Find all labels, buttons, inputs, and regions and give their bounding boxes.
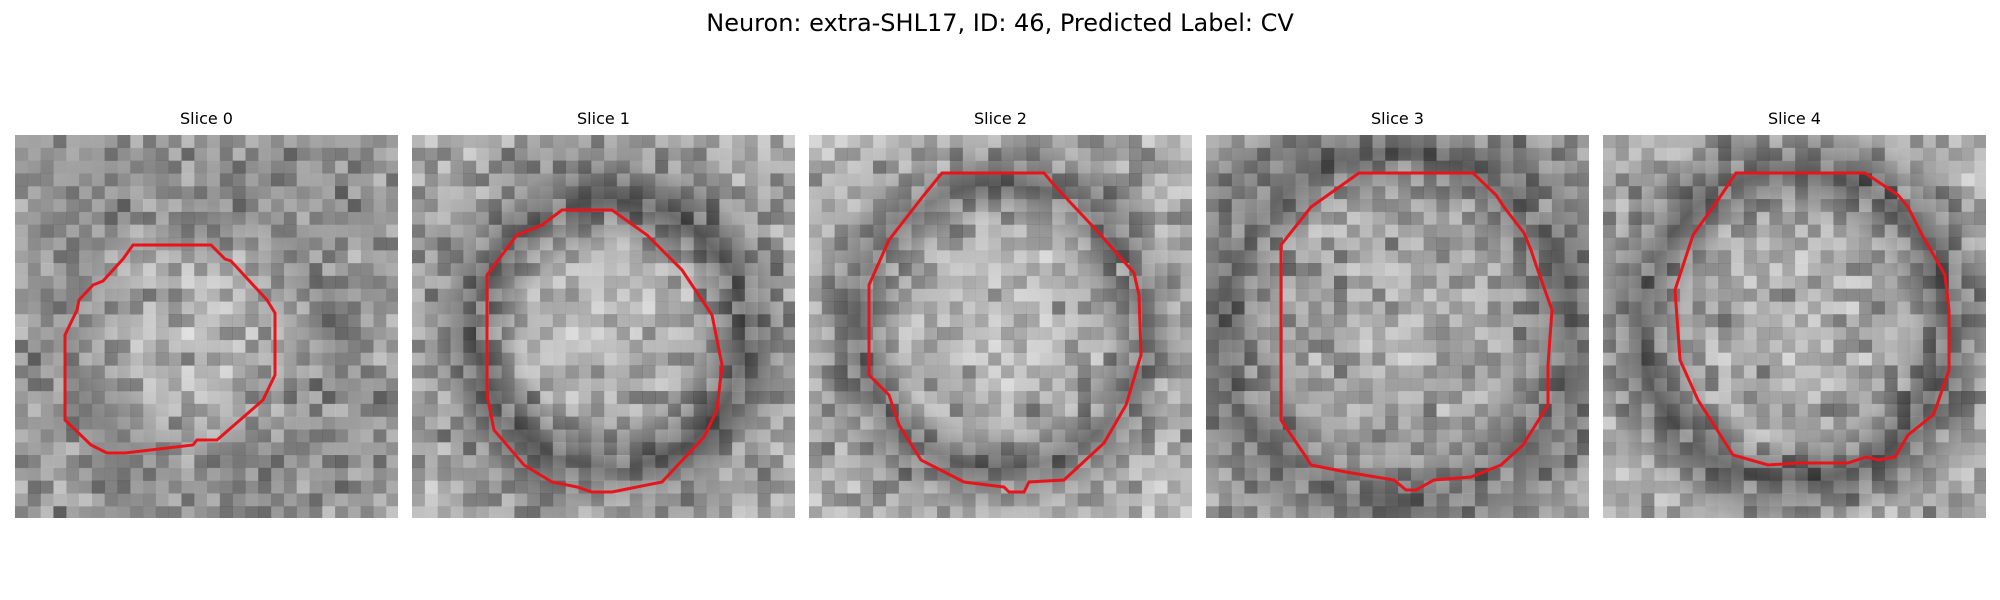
slice-panel-3: Slice 3 — [1206, 108, 1589, 518]
slice-image-2 — [809, 135, 1192, 518]
slice-image-4 — [1603, 135, 1986, 518]
roi-contour-2 — [867, 171, 1143, 494]
slice-panel-4: Slice 4 — [1603, 108, 1986, 518]
roi-contour-3 — [1279, 171, 1554, 492]
slice-image-1 — [412, 135, 795, 518]
slice-image-0 — [15, 135, 398, 518]
slice-title-0: Slice 0 — [180, 109, 233, 128]
roi-contour-0 — [63, 243, 277, 455]
slice-title-4: Slice 4 — [1768, 109, 1821, 128]
roi-contour-1 — [485, 208, 724, 494]
roi-contour-4 — [1673, 171, 1951, 467]
slice-image-3 — [1206, 135, 1589, 518]
slice-panel-2: Slice 2 — [809, 108, 1192, 518]
figure-title: Neuron: extra-SHL17, ID: 46, Predicted L… — [706, 9, 1294, 37]
slice-title-3: Slice 3 — [1371, 109, 1424, 128]
slice-title-2: Slice 2 — [974, 109, 1027, 128]
slice-panel-1: Slice 1 — [412, 108, 795, 518]
slice-panel-0: Slice 0 — [15, 108, 398, 518]
slice-title-1: Slice 1 — [577, 109, 630, 128]
